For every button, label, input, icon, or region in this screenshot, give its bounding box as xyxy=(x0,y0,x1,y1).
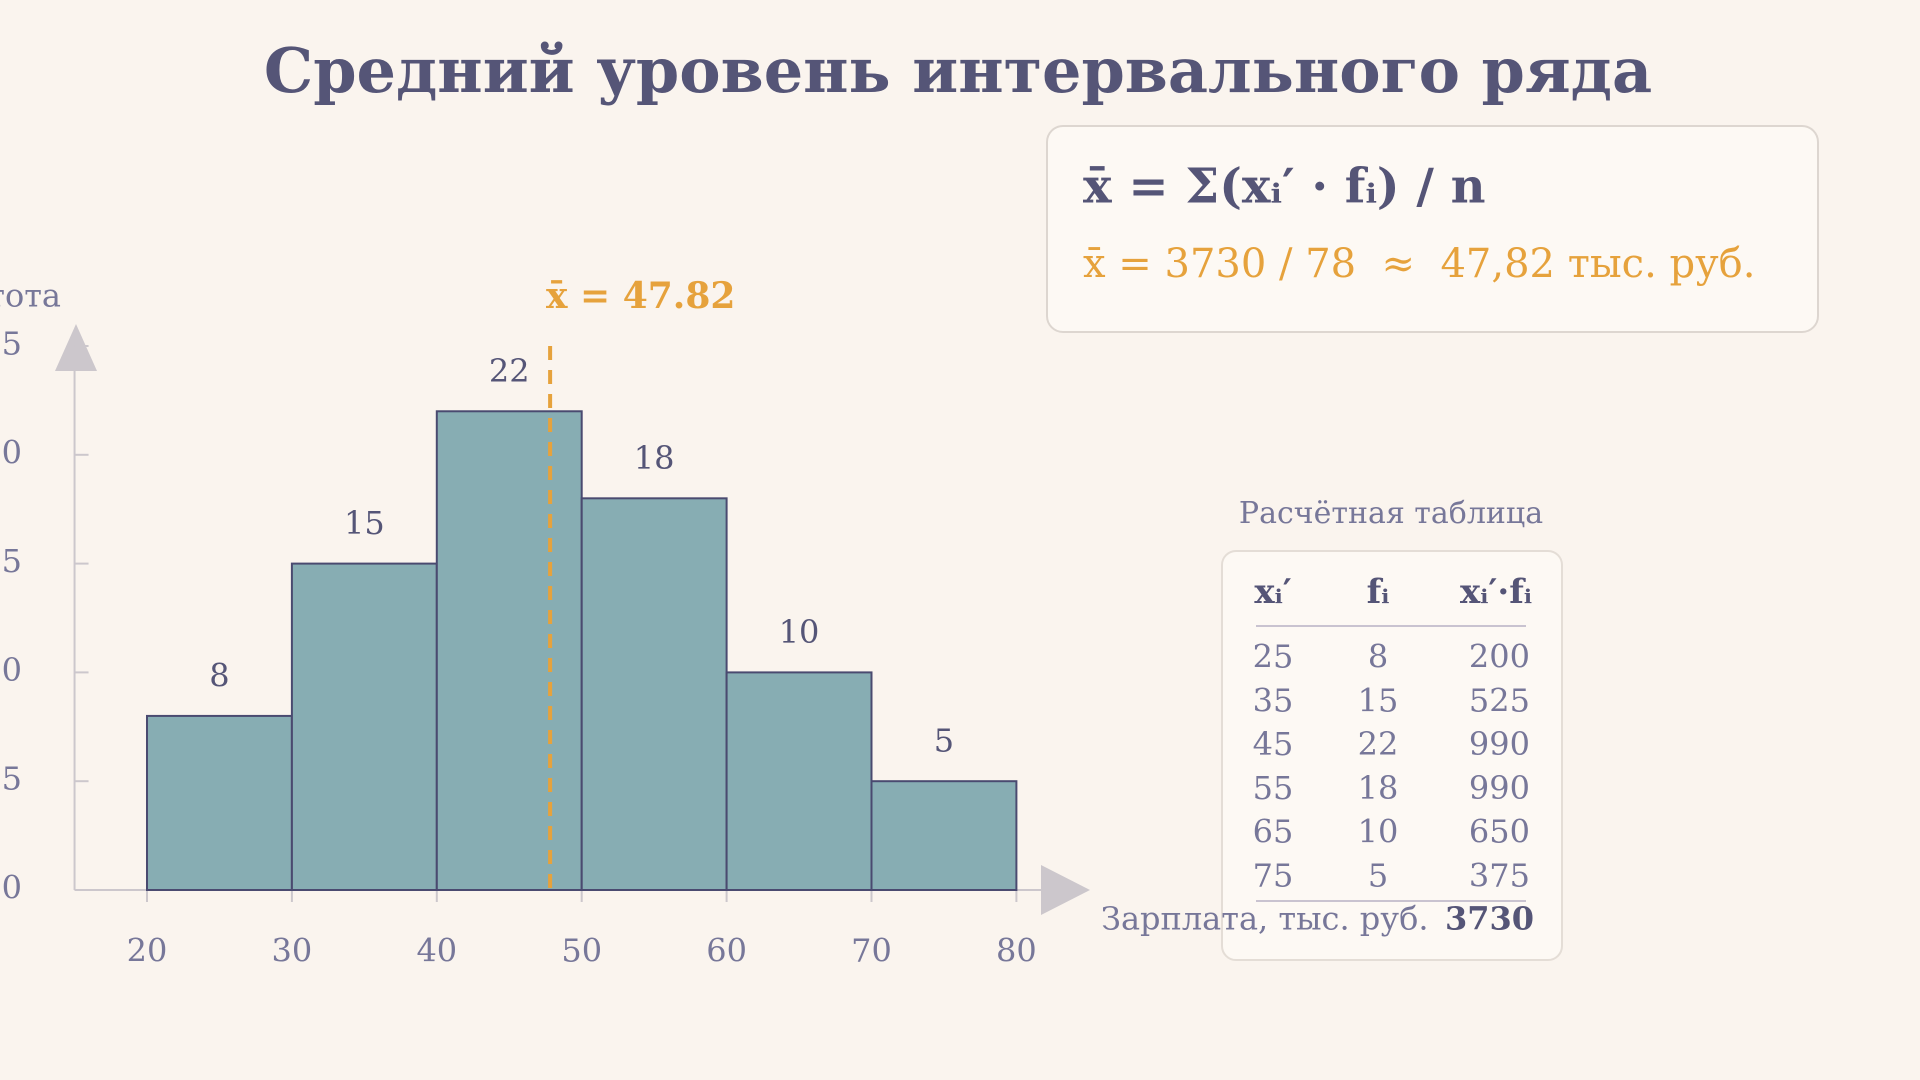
y-axis-label: Частота xyxy=(0,277,61,315)
table-cell: 990 xyxy=(1469,769,1530,807)
y-tick-label: 25 xyxy=(0,325,22,363)
table-box xyxy=(1221,550,1563,961)
y-tick-label: 20 xyxy=(0,433,22,471)
y-axis-arrow xyxy=(55,324,97,371)
bar-value-label: 8 xyxy=(209,656,229,694)
table-cell: 5 xyxy=(1368,857,1388,895)
mean-label: x̄ = 47.82 xyxy=(546,275,735,317)
table-cell: 8 xyxy=(1368,638,1388,676)
bar xyxy=(870,780,1018,892)
table-cell: 15 xyxy=(1358,681,1399,719)
table-caption: Расчётная таблица xyxy=(1239,496,1543,531)
formula-computed: x̄ = 3730 / 78 ≈ 47,82 тыс. руб. xyxy=(1083,241,1755,287)
table-cell: 65 xyxy=(1253,813,1294,851)
x-axis-label: Зарплата, тыс. руб. xyxy=(1101,900,1429,938)
y-tick-label: 10 xyxy=(0,651,22,689)
formula-box xyxy=(1046,125,1819,333)
bar-value-label: 5 xyxy=(934,722,954,760)
bar-value-label: 10 xyxy=(779,613,820,651)
bar xyxy=(435,410,583,891)
table-header: fᵢ xyxy=(1367,572,1390,612)
x-tick-label: 60 xyxy=(706,932,747,970)
bar xyxy=(725,671,873,892)
x-tick-label: 80 xyxy=(996,932,1037,970)
table-cell: 650 xyxy=(1469,813,1530,851)
x-tick-label: 70 xyxy=(851,932,892,970)
table-cell: 525 xyxy=(1469,681,1530,719)
x-axis-arrow xyxy=(1041,865,1090,915)
bar xyxy=(290,562,438,891)
table-cell: 375 xyxy=(1469,857,1530,895)
bar-value-label: 22 xyxy=(489,352,530,390)
formula-general: x̄ = Σ(xᵢ′ · fᵢ) / n xyxy=(1083,159,1486,215)
y-tick-label: 0 xyxy=(2,869,22,907)
table-cell: 200 xyxy=(1469,638,1530,676)
table-cell: 22 xyxy=(1358,725,1399,763)
bar-value-label: 15 xyxy=(344,504,385,542)
table-header: xᵢ′·fᵢ xyxy=(1460,572,1532,612)
table-cell: 18 xyxy=(1358,769,1399,807)
table-cell: 75 xyxy=(1253,857,1294,895)
x-tick-label: 20 xyxy=(127,932,168,970)
y-tick-label: 5 xyxy=(2,760,22,798)
x-tick-label: 40 xyxy=(416,932,457,970)
chart-title: Средний уровень интервального ряда xyxy=(264,34,1652,107)
bar-value-label: 18 xyxy=(634,439,675,477)
table-cell: 990 xyxy=(1469,725,1530,763)
y-tick-label: 15 xyxy=(0,542,22,580)
table-cell: 25 xyxy=(1253,638,1294,676)
table-cell: 35 xyxy=(1253,681,1294,719)
table-total: 3730 xyxy=(1445,900,1534,938)
x-tick-label: 30 xyxy=(272,932,313,970)
table-header: xᵢ′ xyxy=(1254,572,1291,612)
bar xyxy=(580,497,728,891)
bar xyxy=(146,714,293,891)
table-cell: 45 xyxy=(1253,725,1294,763)
table-cell: 55 xyxy=(1253,769,1294,807)
x-tick-label: 50 xyxy=(561,932,602,970)
table-cell: 10 xyxy=(1358,813,1399,851)
